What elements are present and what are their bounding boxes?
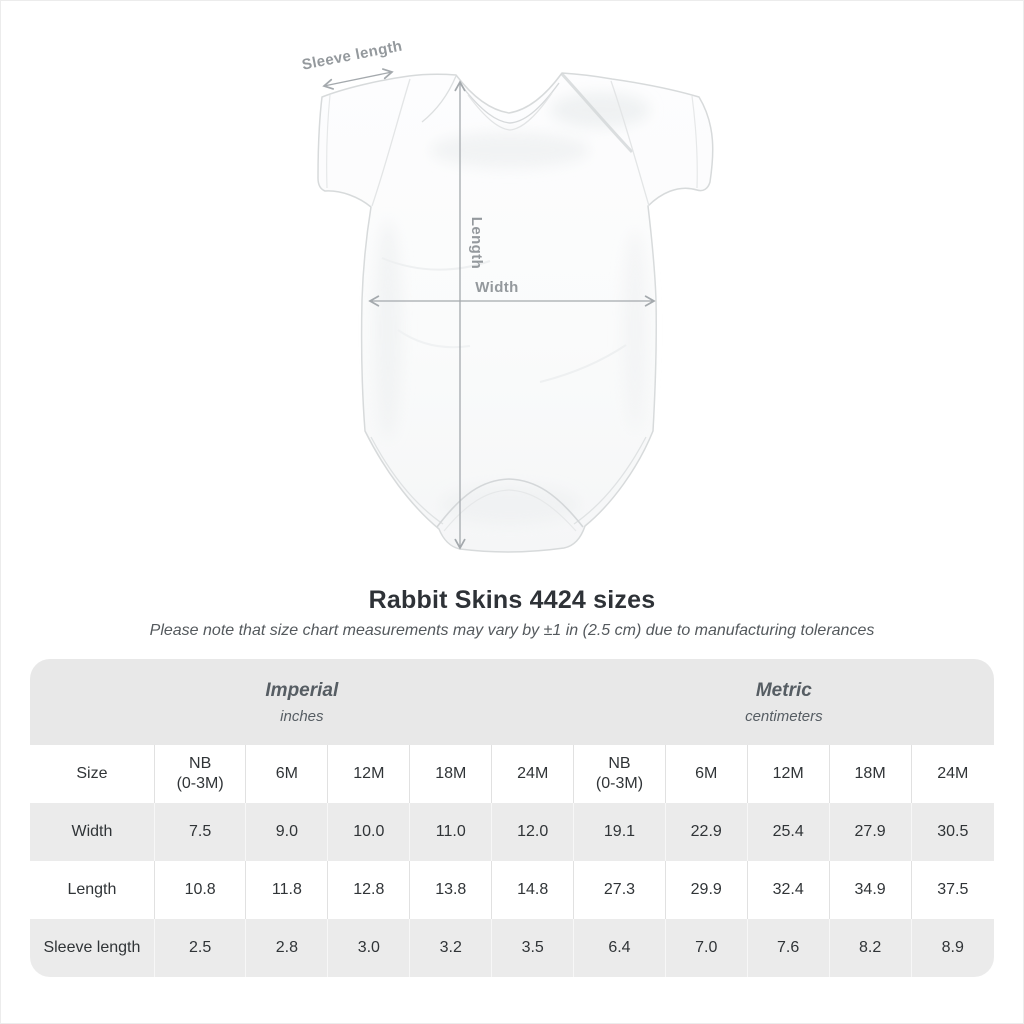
size-cell-metric-12m: 12M [746, 745, 830, 803]
bodysuit-shape [317, 72, 714, 553]
value-cell: 10.8 [153, 861, 246, 919]
value-cell: 9.0 [245, 803, 328, 861]
size-cell-imperial-12m: 12M [327, 745, 410, 803]
bodysuit-graphic: Sleeve length Length Width [301, 38, 714, 553]
value-cell: 11.8 [245, 861, 328, 919]
imperial-group-header: Imperial inches [30, 659, 574, 745]
size-cell-metric-6m: 6M [664, 745, 748, 803]
size-header-row: Size NB (0-3M) 6M 12M 18M 24M NB (0-3M) … [30, 745, 994, 803]
value-cell: 13.8 [409, 861, 492, 919]
value-cell: 27.3 [573, 861, 666, 919]
size-table-container: Imperial inches Metric centimeters Size … [30, 659, 994, 977]
value-cell: 22.9 [664, 803, 748, 861]
size-cell-metric-nb: NB (0-3M) [573, 745, 666, 803]
value-cell: 11.0 [409, 803, 492, 861]
size-table: Imperial inches Metric centimeters Size … [30, 659, 994, 977]
size-cell-metric-24m: 24M [910, 745, 994, 803]
size-chart-heading: Rabbit Skins 4424 sizes Please note that… [0, 586, 1024, 640]
metric-sublabel: centimeters [745, 707, 823, 725]
value-cell: 29.9 [664, 861, 748, 919]
value-cell: 2.5 [153, 919, 246, 977]
row-label: Width [30, 803, 155, 861]
sleeve-length-row: Sleeve length 2.5 2.8 3.0 3.2 3.5 6.4 7.… [30, 919, 994, 977]
value-cell: 34.9 [828, 861, 912, 919]
size-cell-imperial-6m: 6M [245, 745, 328, 803]
value-cell: 37.5 [910, 861, 994, 919]
value-cell: 14.8 [491, 861, 574, 919]
size-chart-note: Please note that size chart measurements… [149, 622, 875, 639]
value-cell: 27.9 [828, 803, 912, 861]
size-column-header: Size [30, 745, 155, 803]
imperial-sublabel: inches [280, 707, 324, 725]
length-row: Length 10.8 11.8 12.8 13.8 14.8 27.3 29.… [30, 861, 994, 919]
value-cell: 8.9 [910, 919, 994, 977]
width-row: Width 7.5 9.0 10.0 11.0 12.0 19.1 22.9 2… [30, 803, 994, 861]
value-cell: 8.2 [828, 919, 912, 977]
value-cell: 10.0 [327, 803, 410, 861]
value-cell: 30.5 [910, 803, 994, 861]
imperial-label: Imperial [265, 679, 339, 701]
bodysuit-illustration: Sleeve length Length Width [301, 38, 714, 553]
size-cell-imperial-18m: 18M [409, 745, 492, 803]
size-chart-title: Rabbit Skins 4424 sizes [368, 586, 656, 614]
width-label: Width [475, 279, 519, 296]
value-cell: 7.0 [664, 919, 748, 977]
row-label: Sleeve length [30, 919, 155, 977]
metric-group-header: Metric centimeters [573, 659, 994, 745]
metric-label: Metric [755, 679, 812, 701]
value-cell: 3.5 [491, 919, 574, 977]
value-cell: 7.5 [153, 803, 246, 861]
size-cell-imperial-nb: NB (0-3M) [153, 745, 246, 803]
value-cell: 3.0 [327, 919, 410, 977]
value-cell: 6.4 [573, 919, 666, 977]
value-cell: 7.6 [746, 919, 830, 977]
value-cell: 2.8 [245, 919, 328, 977]
size-cell-metric-18m: 18M [828, 745, 912, 803]
value-cell: 3.2 [409, 919, 492, 977]
value-cell: 19.1 [573, 803, 666, 861]
size-cell-imperial-24m: 24M [491, 745, 574, 803]
value-cell: 12.0 [491, 803, 574, 861]
value-cell: 12.8 [327, 861, 410, 919]
unit-header-row: Imperial inches Metric centimeters [30, 659, 994, 745]
row-label: Length [30, 861, 155, 919]
value-cell: 25.4 [746, 803, 830, 861]
length-label: Length [468, 217, 485, 269]
sleeve-length-label: Sleeve length [301, 38, 404, 74]
sleeve-length-arrow [322, 68, 394, 90]
value-cell: 32.4 [746, 861, 830, 919]
